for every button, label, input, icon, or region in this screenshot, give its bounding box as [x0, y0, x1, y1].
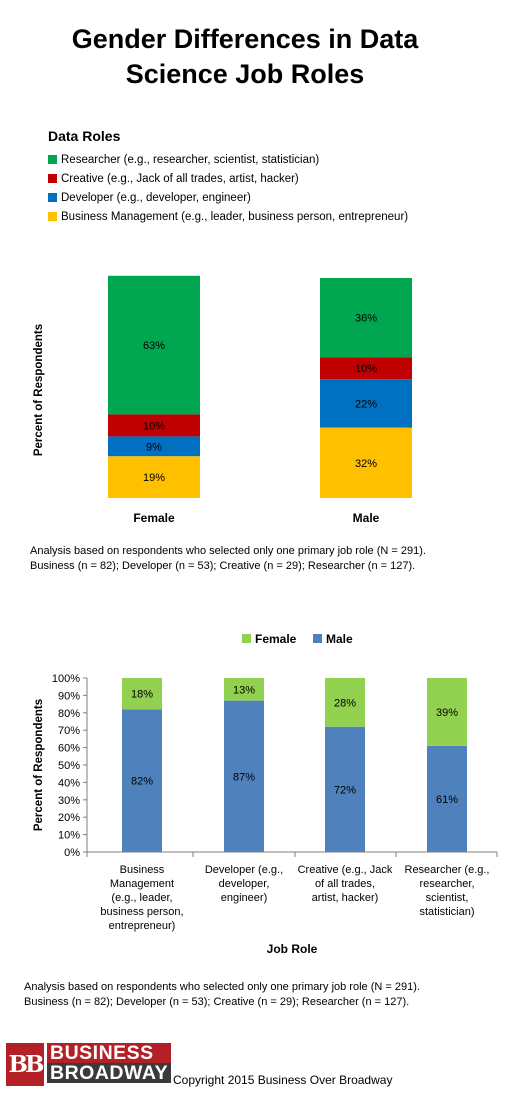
legend-label-researcher: Researcher (e.g., researcher, scientist,…: [61, 153, 320, 166]
bar-segment: [108, 436, 200, 457]
data-label: 9%: [146, 441, 162, 453]
title-line-1: Gender Differences in Data: [71, 24, 419, 54]
data-label: 39%: [436, 707, 458, 719]
bar-segment: [320, 278, 412, 358]
legend-swatch-developer: [48, 193, 57, 202]
y-tick-label: 70%: [58, 725, 80, 737]
category-label: entrepreneur): [109, 920, 176, 932]
logo-mark: BB: [6, 1043, 44, 1086]
legend-item-business: Business Management (e.g., leader, busin…: [48, 207, 408, 226]
y-tick-label: 80%: [58, 708, 80, 720]
bar-segment: [427, 745, 467, 852]
bar-segment: [224, 678, 264, 701]
category-label: Management: [110, 878, 174, 890]
y-tick-label: 40%: [58, 777, 80, 789]
title-line-2: Science Job Roles: [125, 59, 365, 89]
bar-segment: [108, 414, 200, 437]
data-label: 22%: [355, 398, 377, 410]
x-axis-label: Job Role: [267, 942, 318, 956]
business-broadway-logo: BB BUSINESS BROADWAY: [6, 1043, 172, 1086]
chart1-note-line2: Business (n = 82); Developer (n = 53); C…: [30, 560, 416, 572]
y-tick-label: 50%: [58, 760, 80, 772]
legend-item-researcher: Researcher (e.g., researcher, scientist,…: [48, 150, 408, 169]
category-label: Female: [133, 511, 175, 525]
chart2-note: Analysis based on respondents who select…: [24, 980, 420, 1010]
data-label: 10%: [143, 420, 165, 432]
logo-wordmark: BUSINESS BROADWAY: [47, 1043, 172, 1083]
legend-title: Data Roles: [48, 128, 121, 144]
y-tick-label: 0%: [64, 847, 80, 859]
data-label: 19%: [143, 472, 165, 484]
logo-line-2: BROADWAY: [47, 1063, 172, 1083]
y-tick-label: 90%: [58, 690, 80, 702]
legend-swatch-creative: [48, 174, 57, 183]
category-label: engineer): [221, 892, 267, 904]
data-label: 63%: [143, 340, 165, 352]
chart2-note-line2: Business (n = 82); Developer (n = 53); C…: [24, 996, 410, 1008]
category-label: of all trades,: [315, 878, 375, 890]
legend-label-male: Male: [326, 632, 353, 646]
y-axis-label: Percent of Respondents: [33, 699, 45, 831]
bar-segment: [108, 456, 200, 498]
gender-role-stacked-chart: 19% 9% 10% 63% Female 32% 22% 10% 36% Male Percent…: [33, 275, 412, 525]
data-label: 87%: [233, 771, 255, 783]
legend-swatch-researcher: [48, 155, 57, 164]
legend-label-female: Female: [255, 632, 297, 646]
category-label: Developer (e.g.,: [205, 864, 283, 876]
y-tick-label: 20%: [58, 812, 80, 824]
data-label: 32%: [355, 458, 377, 470]
chart1-note-line1: Analysis based on respondents who select…: [30, 545, 426, 557]
legend-label-business: Business Management (e.g., leader, busin…: [61, 210, 409, 223]
y-tick-label: 10%: [58, 830, 80, 842]
data-label: 61%: [436, 794, 458, 806]
legend-item-developer: Developer (e.g., developer, engineer): [48, 188, 408, 207]
role-gender-stacked-chart: Female Male 0% 10% 20% 30% 40% 50% 60% 70% 80% 90% 1…: [33, 632, 498, 956]
category-label: Business: [120, 864, 165, 876]
data-roles-legend: Data Roles Researcher (e.g., researcher,…: [48, 128, 408, 226]
data-label: 36%: [355, 313, 377, 325]
category-label: researcher,: [419, 878, 474, 890]
page-title: Gender Differences in Data Science Job R…: [0, 22, 490, 92]
legend-item-creative: Creative (e.g., Jack of all trades, arti…: [48, 169, 408, 188]
y-tick-label: 30%: [58, 795, 80, 807]
bar-segment: [122, 678, 162, 710]
bar-segment: [325, 726, 365, 852]
bar-segment: [320, 357, 412, 380]
chart2-note-line1: Analysis based on respondents who select…: [24, 981, 420, 993]
bar-segment: [122, 709, 162, 852]
legend-swatch-female: [242, 634, 251, 643]
category-label: scientist,: [426, 892, 469, 904]
category-label: (e.g., leader,: [111, 892, 172, 904]
bar-segment: [427, 678, 467, 746]
y-tick-label: 100%: [52, 673, 80, 685]
logo-line-1: BUSINESS: [47, 1043, 172, 1063]
data-label: 72%: [334, 784, 356, 796]
category-label: artist, hacker): [312, 892, 379, 904]
y-axis-label: Percent of Respondents: [33, 324, 45, 456]
data-label: 28%: [334, 697, 356, 709]
category-label: Creative (e.g., Jack: [298, 864, 393, 876]
bar-segment: [320, 427, 412, 498]
category-label: developer,: [219, 878, 270, 890]
category-label: Researcher (e.g.,: [405, 864, 490, 876]
category-label: business person,: [100, 906, 183, 918]
data-label: 13%: [233, 684, 255, 696]
data-label: 10%: [355, 363, 377, 375]
legend-swatch-business: [48, 212, 57, 221]
category-label: Male: [353, 511, 380, 525]
legend-swatch-male: [313, 634, 322, 643]
bar-segment: [108, 275, 200, 415]
bar-segment: [320, 379, 412, 428]
copyright-text: Copyright 2015 Business Over Broadway: [173, 1073, 393, 1087]
chart1-note: Analysis based on respondents who select…: [30, 544, 426, 574]
data-label: 82%: [131, 776, 153, 788]
legend-label-creative: Creative (e.g., Jack of all trades, arti…: [61, 172, 299, 185]
legend-label-developer: Developer (e.g., developer, engineer): [61, 191, 251, 204]
data-label: 18%: [131, 689, 153, 701]
bar-segment: [224, 700, 264, 852]
y-tick-label: 60%: [58, 743, 80, 755]
category-label: statistician): [419, 906, 474, 918]
bar-segment: [325, 678, 365, 727]
